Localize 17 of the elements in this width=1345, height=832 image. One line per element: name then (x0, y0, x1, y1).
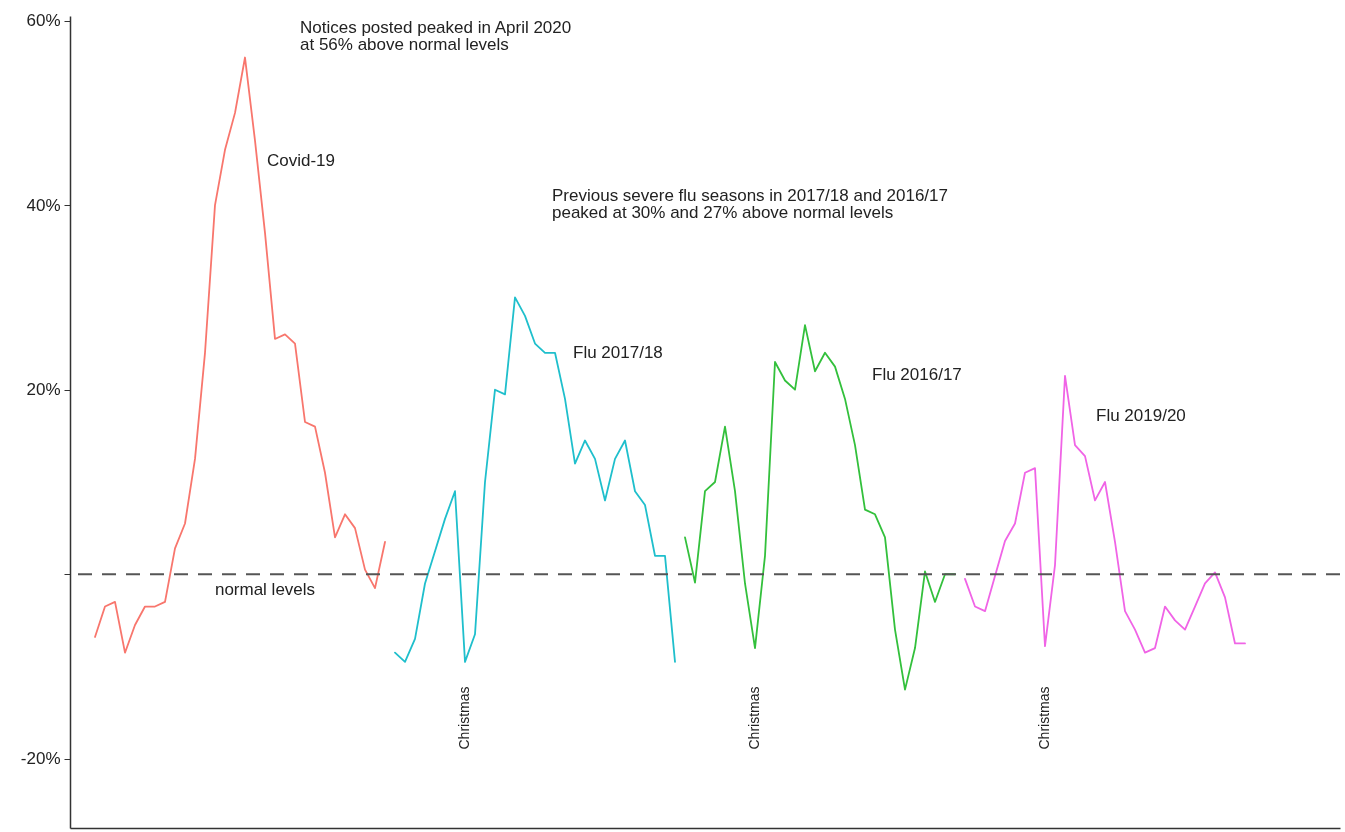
series-label: Flu 2016/17 (872, 364, 962, 384)
y-tick-label: -20% (20, 749, 61, 769)
y-tick-label: 20% (26, 380, 61, 400)
annotation: Christmas (1036, 686, 1052, 750)
y-tick-label: 60% (26, 11, 61, 31)
line-series (964, 374, 1246, 654)
line-series (394, 296, 676, 663)
series-label: Flu 2017/18 (573, 342, 663, 362)
annotation: Christmas (746, 686, 762, 750)
annotation: Notices posted peaked in April 2020 at 56% above normal levels (300, 18, 572, 54)
annotation: Previous severe flu seasons in 2017/18 and 2016/17 peaked at 30% and 27% above normal levels (552, 186, 948, 222)
annotation: Christmas (456, 686, 472, 750)
series-label: Flu 2019/20 (1096, 405, 1186, 425)
y-tick-label: 40% (26, 195, 61, 215)
line-series (94, 56, 386, 654)
series-label: Covid-19 (267, 150, 336, 170)
ref-line-label: normal levels (214, 580, 316, 600)
